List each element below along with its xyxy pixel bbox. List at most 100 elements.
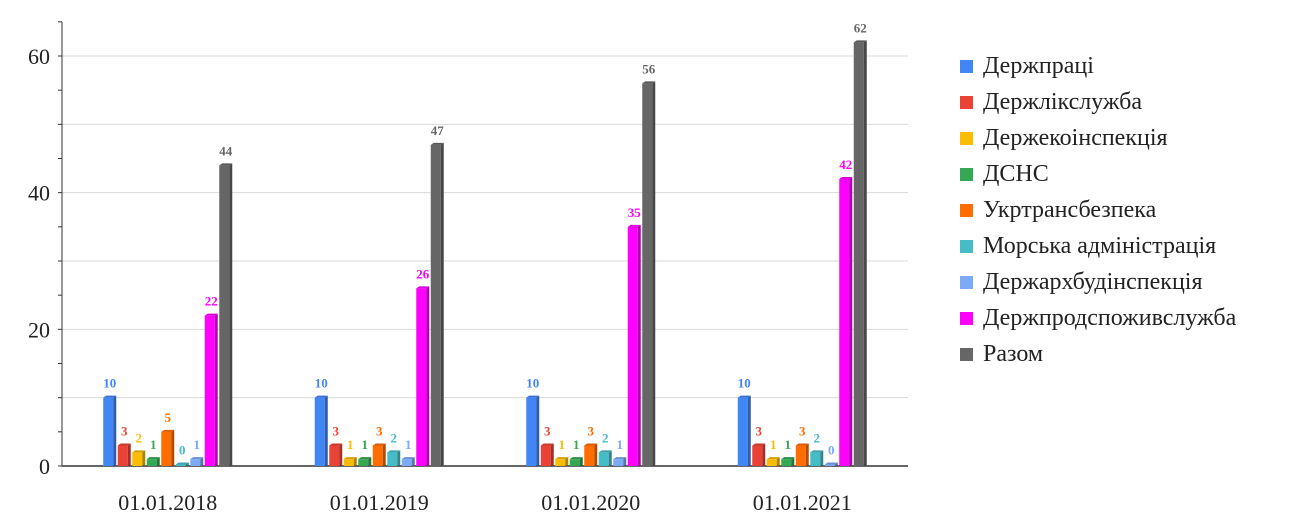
data-label: 1 — [194, 437, 201, 452]
legend-item: Держархбудінспекція — [960, 264, 1236, 300]
legend-swatch — [960, 311, 973, 325]
bar-side — [113, 395, 117, 466]
bar-side — [776, 457, 780, 466]
legend-item: Держпраці — [960, 48, 1236, 84]
bar-top — [204, 313, 218, 316]
bar-top — [358, 457, 372, 460]
bar — [613, 459, 624, 466]
bar — [752, 445, 763, 466]
bar-top — [132, 450, 146, 453]
bar — [540, 445, 551, 466]
bar-top — [526, 395, 540, 398]
data-label: 47 — [431, 123, 445, 138]
y-tick-label: 60 — [28, 44, 50, 69]
data-label: 3 — [121, 424, 128, 439]
legend-item: Держпродспоживслужба — [960, 300, 1236, 336]
data-label: 0 — [179, 443, 186, 458]
bar — [372, 445, 383, 466]
bar-side — [353, 457, 357, 466]
data-label: 3 — [376, 424, 383, 439]
bar-side — [849, 177, 853, 466]
data-label: 1 — [617, 437, 624, 452]
bar — [737, 397, 748, 466]
bar — [824, 464, 835, 466]
bar — [314, 397, 325, 466]
legend-label: Держархбудінспекція — [983, 268, 1203, 295]
data-label: 10 — [738, 376, 751, 391]
legend-swatch — [960, 203, 973, 217]
bar-top — [824, 462, 838, 465]
legend-label: Держпродспоживслужба — [983, 304, 1237, 331]
bar-side — [550, 443, 554, 466]
data-label: 1 — [573, 437, 580, 452]
bar-top — [642, 81, 656, 84]
legend-label: Укртрансбезпека — [983, 196, 1157, 223]
y-tick-label: 20 — [28, 317, 50, 342]
legend-item: Укртрансбезпека — [960, 192, 1236, 228]
bar — [839, 179, 850, 466]
data-label: 62 — [854, 20, 867, 35]
bar-side — [185, 462, 189, 466]
data-label: 2 — [391, 430, 398, 445]
data-label: 2 — [602, 430, 609, 445]
legend-item: Морська адміністрація — [960, 228, 1236, 264]
legend-item: Разом — [960, 336, 1236, 372]
bar-side — [594, 443, 598, 466]
bar-top — [416, 286, 430, 289]
bar — [430, 144, 441, 467]
data-label: 1 — [559, 437, 566, 452]
data-label: 3 — [333, 424, 340, 439]
bar-side — [339, 443, 343, 466]
bar — [219, 165, 230, 467]
bar-side — [142, 450, 146, 466]
bar — [810, 452, 821, 466]
bar-top — [387, 450, 401, 453]
legend-label: Разом — [983, 340, 1044, 367]
data-label: 3 — [544, 424, 551, 439]
data-label: 56 — [642, 61, 656, 76]
data-label: 3 — [756, 424, 763, 439]
bar — [584, 445, 595, 466]
x-tick-label: 01.01.2019 — [330, 490, 429, 515]
bar-top — [372, 443, 386, 446]
bar-side — [397, 450, 401, 466]
x-tick-label: 01.01.2020 — [541, 490, 640, 515]
bar-side — [637, 224, 641, 466]
data-label: 3 — [588, 424, 595, 439]
bar-side — [579, 457, 583, 466]
data-label: 2 — [814, 430, 821, 445]
legend-swatch — [960, 239, 973, 253]
data-label: 5 — [165, 410, 172, 425]
legend-label: ДСНС — [983, 160, 1049, 187]
bar — [132, 452, 143, 466]
bar-top — [146, 457, 160, 460]
bar-side — [623, 457, 627, 466]
x-tick-label: 01.01.2018 — [118, 490, 217, 515]
bar-top — [839, 177, 853, 179]
data-label: 3 — [799, 424, 806, 439]
bar-top — [103, 395, 117, 398]
data-label: 1 — [150, 437, 157, 452]
bar — [853, 42, 864, 466]
bar-top — [401, 457, 415, 460]
bar — [117, 445, 128, 466]
data-label: 1 — [405, 437, 412, 452]
data-label: 1 — [770, 437, 777, 452]
bar-top — [190, 457, 204, 460]
bar — [526, 397, 537, 466]
bar — [343, 459, 354, 466]
legend-swatch — [960, 59, 973, 73]
bar — [555, 459, 566, 466]
bar-side — [791, 457, 795, 466]
bar-top — [569, 457, 583, 460]
bar-top — [555, 457, 569, 460]
bar — [146, 459, 157, 466]
data-label: 0 — [828, 443, 835, 458]
bar-side — [536, 395, 540, 466]
data-label: 42 — [839, 157, 852, 172]
bar-side — [156, 457, 160, 466]
bar-side — [324, 395, 328, 466]
bar-side — [805, 443, 809, 466]
bar-top — [584, 443, 598, 446]
